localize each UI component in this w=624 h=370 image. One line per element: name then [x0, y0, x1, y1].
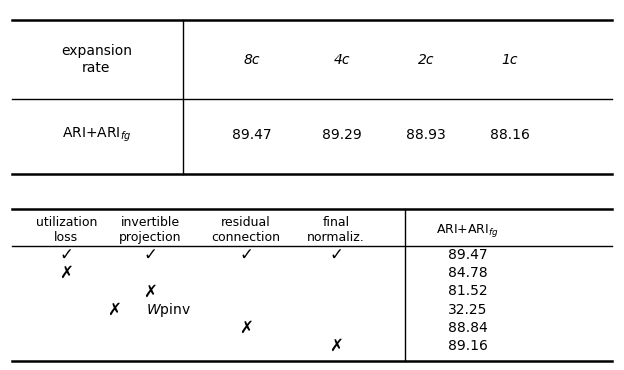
Text: 88.16: 88.16 [490, 128, 530, 142]
Text: ARI+ARI$_{fg}$: ARI+ARI$_{fg}$ [62, 126, 131, 144]
Text: 88.84: 88.84 [448, 321, 487, 335]
Text: 8c: 8c [244, 53, 260, 67]
Text: 89.47: 89.47 [448, 248, 487, 262]
Text: 84.78: 84.78 [448, 266, 487, 280]
Text: ✗: ✗ [107, 301, 121, 319]
Text: $W$pinv: $W$pinv [146, 301, 191, 319]
Text: ✓: ✓ [59, 246, 74, 264]
Text: 4c: 4c [334, 53, 350, 67]
Text: ARI+ARI$_{fg}$: ARI+ARI$_{fg}$ [436, 222, 499, 239]
Text: 89.16: 89.16 [448, 339, 488, 353]
Text: 32.25: 32.25 [448, 303, 487, 317]
Text: 89.47: 89.47 [232, 128, 272, 142]
Text: ✓: ✓ [239, 246, 253, 264]
Text: ✗: ✗ [329, 337, 343, 355]
Text: invertible
projection: invertible projection [119, 216, 182, 245]
Text: ✗: ✗ [59, 264, 74, 282]
Text: 88.93: 88.93 [406, 128, 446, 142]
Text: ✗: ✗ [144, 282, 157, 300]
Text: ✗: ✗ [239, 319, 253, 337]
Text: utilization
loss: utilization loss [36, 216, 97, 245]
Text: ✓: ✓ [144, 246, 157, 264]
Text: ✓: ✓ [329, 246, 343, 264]
Text: expansion
rate: expansion rate [61, 44, 132, 75]
Text: 2c: 2c [417, 53, 434, 67]
Text: residual
connection: residual connection [212, 216, 281, 245]
Text: 1c: 1c [502, 53, 518, 67]
Text: final
normaliz.: final normaliz. [307, 216, 365, 245]
Text: 81.52: 81.52 [448, 285, 487, 299]
Text: 89.29: 89.29 [322, 128, 362, 142]
